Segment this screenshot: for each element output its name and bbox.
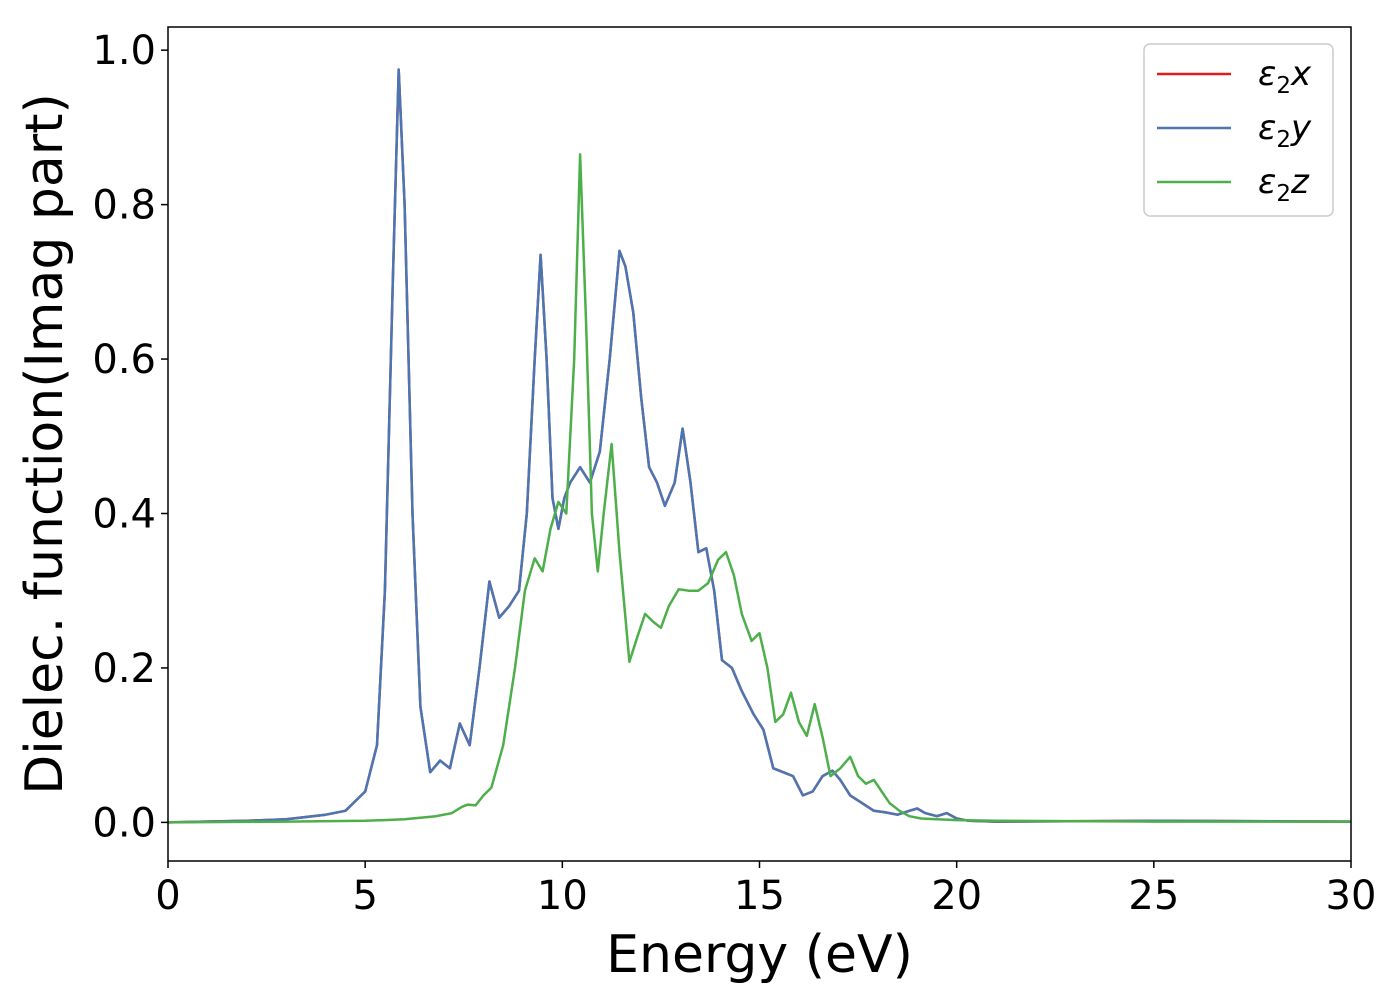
series-line-z bbox=[167, 153, 1351, 824]
y-tick-label: 0.6 bbox=[92, 337, 156, 383]
y-tick-label: 0.8 bbox=[92, 183, 156, 229]
legend: ε2x ε2y ε2z bbox=[1143, 43, 1334, 217]
x-tick-label: 15 bbox=[734, 873, 785, 919]
x-tick-label: 0 bbox=[155, 873, 180, 919]
x-axis-label: Energy (eV) bbox=[606, 925, 913, 985]
x-tick-label: 5 bbox=[352, 873, 377, 919]
legend-box bbox=[1143, 43, 1334, 217]
y-axis-ticks: 0.0 0.2 0.4 0.6 0.8 1.0 bbox=[92, 28, 168, 846]
y-tick-label: 1.0 bbox=[92, 28, 156, 74]
x-axis-ticks: 0 5 10 15 20 25 30 bbox=[155, 861, 1376, 919]
legend-label-z: ε2z bbox=[1258, 162, 1310, 207]
x-tick-label: 20 bbox=[931, 873, 982, 919]
y-tick-label: 0.4 bbox=[92, 492, 156, 538]
series-layer bbox=[167, 68, 1352, 824]
legend-label-x: ε2x bbox=[1258, 54, 1312, 99]
y-axis-label: Dielec. function(Imag part) bbox=[15, 93, 75, 795]
series-line-y bbox=[167, 68, 1352, 824]
y-tick-label: 0.0 bbox=[92, 800, 156, 846]
legend-label-y: ε2y bbox=[1258, 108, 1312, 153]
x-tick-label: 30 bbox=[1326, 873, 1377, 919]
x-tick-label: 25 bbox=[1128, 873, 1179, 919]
y-tick-label: 0.2 bbox=[92, 646, 156, 692]
x-tick-label: 10 bbox=[537, 873, 588, 919]
